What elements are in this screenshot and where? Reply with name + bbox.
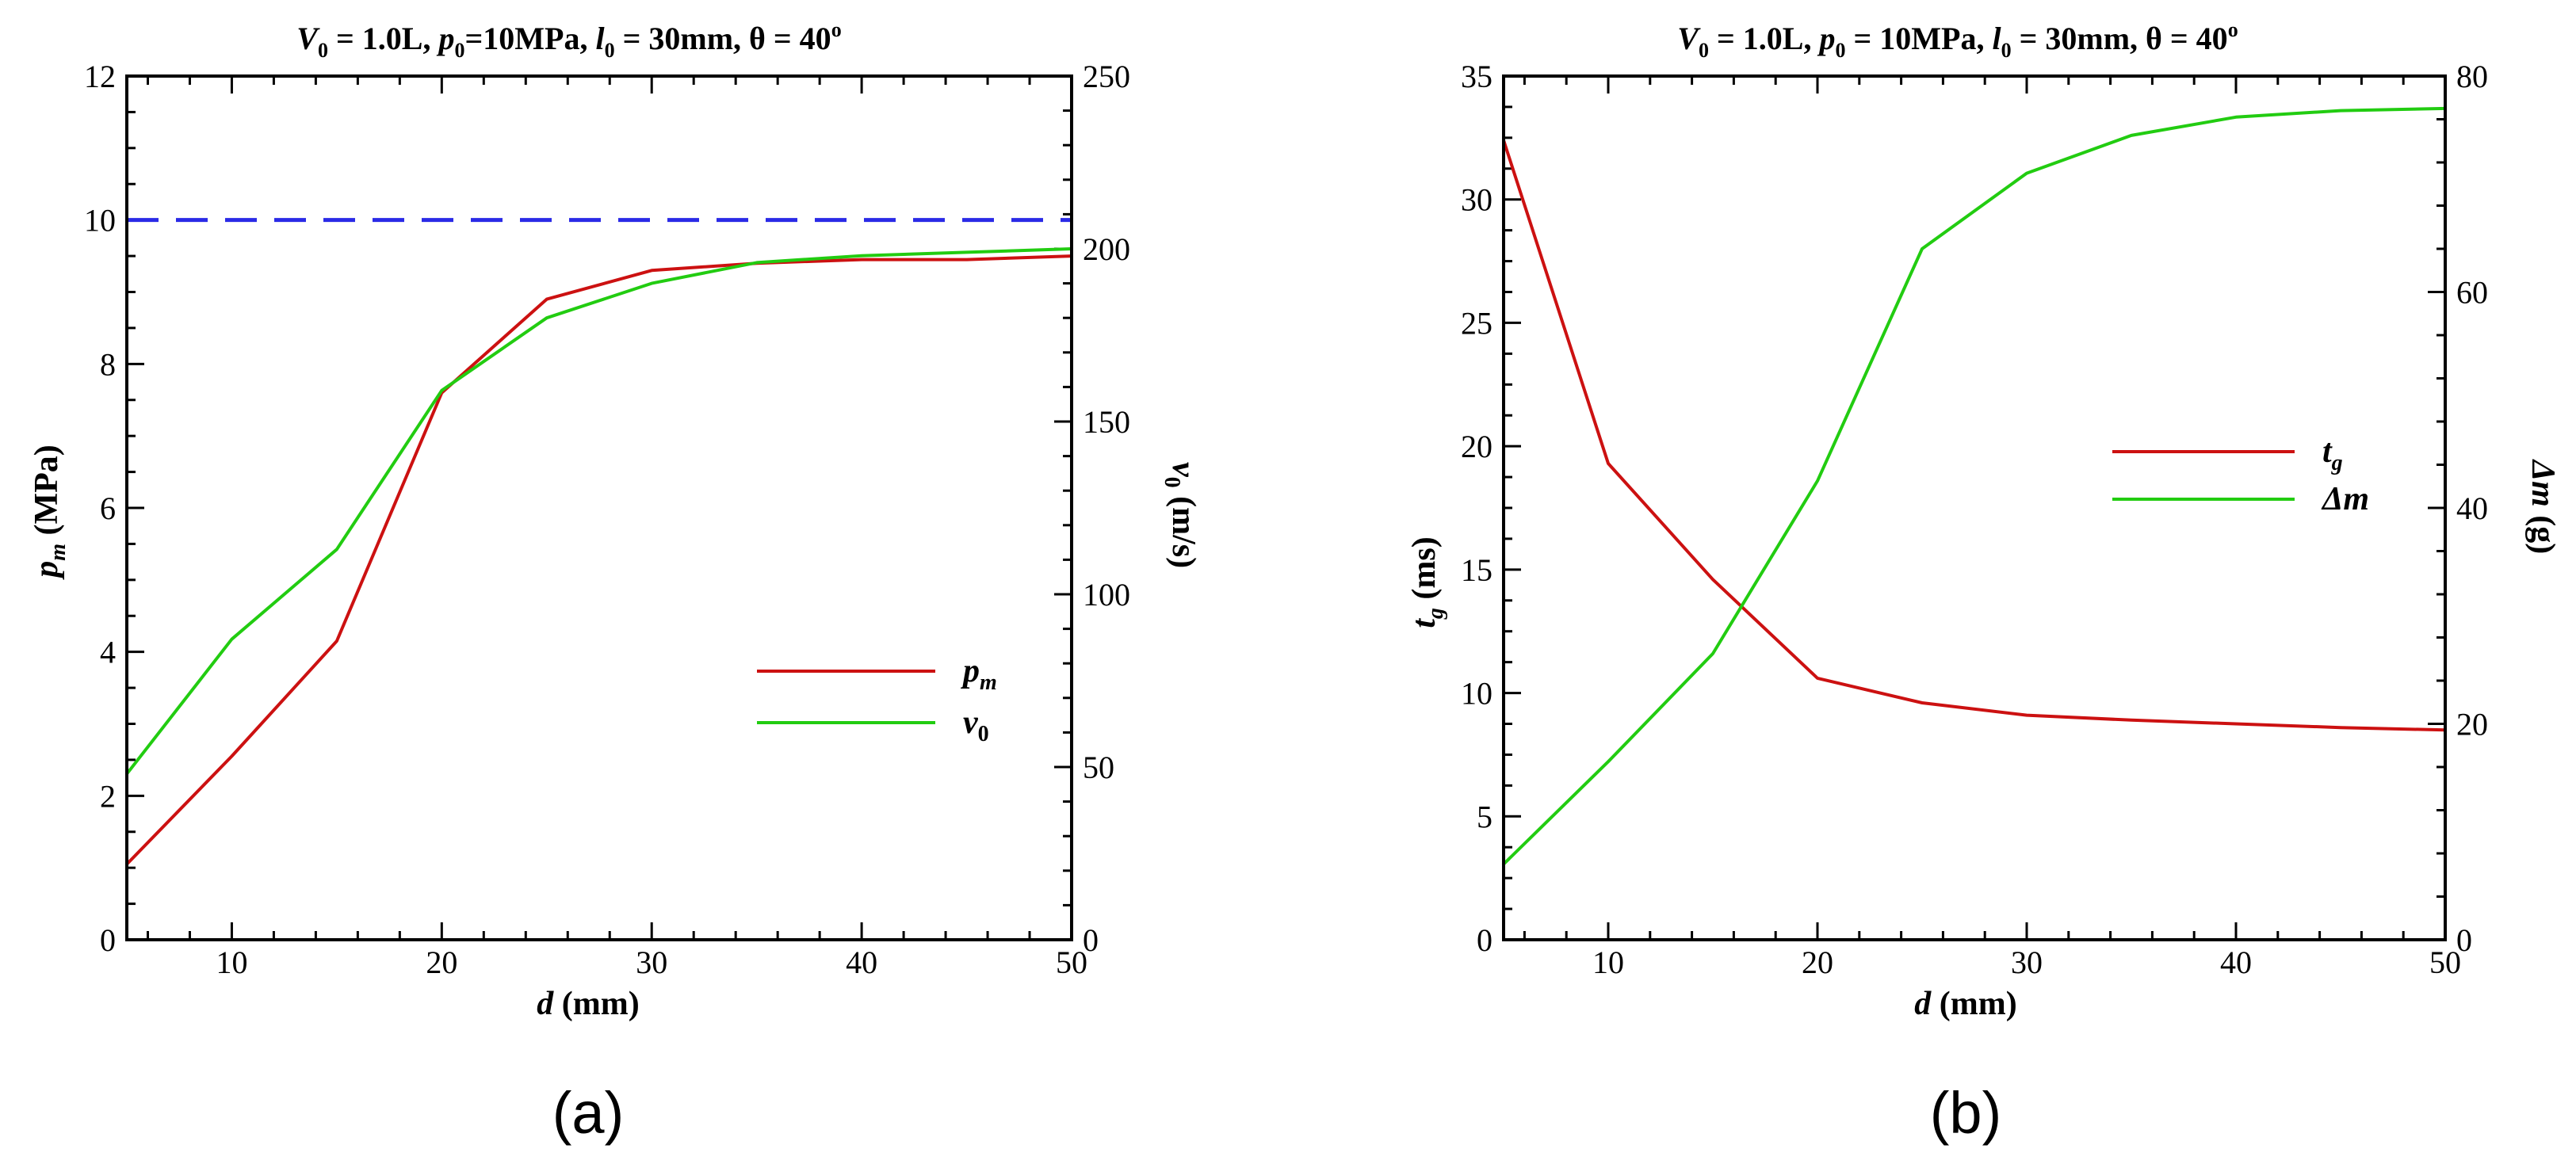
x-tick-label: 30: [636, 945, 667, 980]
x-tick-label: 40: [846, 945, 877, 980]
chart-panel-b: V0 = 1.0L, p0 = 10MPa, l0 = 30mm, θ = 40…: [1406, 18, 2561, 1146]
y-left-tick-label: 12: [84, 59, 116, 94]
y-left-tick-label: 5: [1477, 799, 1492, 834]
y-left-tick-label: 0: [1477, 922, 1492, 958]
y-right-tick-label: 200: [1083, 231, 1130, 267]
y-left-tick-label: 6: [100, 490, 116, 526]
chart-b-plot-frame: [1502, 74, 2447, 941]
y-left-tick-label: 10: [1461, 676, 1492, 712]
chart-b-right-y-axis-title: Δm (g): [2524, 459, 2561, 555]
y-left-tick-label: 0: [100, 922, 116, 958]
y-left-tick-label: 35: [1461, 59, 1492, 94]
y-right-tick-label: 100: [1083, 577, 1130, 613]
series-line-tg: [1502, 139, 2447, 732]
chart-b-left-y-axis-title: tg (ms): [1406, 536, 1448, 628]
y-right-tick-label: 60: [2456, 275, 2488, 311]
chart-a-legend-label-pm: pm: [961, 653, 997, 695]
y-left-tick-label: 25: [1461, 305, 1492, 341]
chart-a-right-y-axis-title: v0 (m/s): [1160, 462, 1202, 568]
y-right-tick-label: 40: [2456, 490, 2488, 526]
chart-b-legend-label-dm: Δm: [2321, 481, 2369, 517]
chart-b-ticks: [1504, 74, 2447, 941]
chart-a-legend: pm v0: [757, 653, 997, 746]
x-tick-label: 20: [1802, 945, 1833, 980]
series-line-pm: [125, 254, 1073, 866]
chart-b-legend: tg Δm: [2112, 433, 2369, 517]
y-left-tick-label: 15: [1461, 552, 1492, 588]
y-right-tick-label: 0: [1083, 922, 1099, 958]
chart-a-x-axis-title: d (mm): [537, 986, 639, 1022]
panel-a-label: (a): [552, 1080, 624, 1146]
y-right-tick-label: 150: [1083, 404, 1130, 440]
x-tick-label: 40: [2220, 945, 2252, 980]
x-tick-label: 50: [1056, 945, 1087, 980]
x-tick-label: 50: [2429, 945, 2461, 980]
y-right-tick-label: 80: [2456, 59, 2488, 94]
x-tick-label: 10: [216, 945, 247, 980]
y-left-tick-label: 30: [1461, 182, 1492, 218]
y-right-tick-label: 250: [1083, 59, 1130, 94]
series-line-v0: [125, 247, 1073, 776]
series-line-Δm: [1502, 106, 2447, 866]
x-tick-label: 10: [1592, 945, 1624, 980]
chart-panel-a: V0 = 1.0L, p0=10MPa, l0 = 30mm, θ = 40o …: [29, 18, 1202, 1146]
y-right-tick-label: 20: [2456, 707, 2488, 742]
x-tick-label: 20: [426, 945, 457, 980]
chart-a-title: V0 = 1.0L, p0=10MPa, l0 = 30mm, θ = 40o: [296, 18, 841, 62]
y-left-tick-label: 20: [1461, 429, 1492, 464]
chart-a-left-y-axis-title: pm (MPa): [29, 445, 71, 580]
y-right-tick-label: 50: [1083, 750, 1114, 785]
chart-b-x-axis-title: d (mm): [1914, 986, 2016, 1022]
chart-b-title: V0 = 1.0L, p0 = 10MPa, l0 = 30mm, θ = 40…: [1677, 18, 2238, 62]
chart-a-series: [125, 218, 1073, 866]
chart-b-legend-label-tg: tg: [2322, 433, 2343, 475]
chart-a-plot-frame: [125, 74, 1073, 941]
y-left-tick-label: 8: [100, 346, 116, 382]
panel-b-label: (b): [1930, 1080, 2001, 1146]
y-left-tick-label: 2: [100, 778, 116, 814]
y-left-tick-label: 4: [100, 635, 116, 670]
chart-a-ticks: [127, 74, 1073, 941]
x-tick-label: 30: [2011, 945, 2043, 980]
chart-a-legend-label-v0: v0: [963, 704, 989, 746]
y-left-tick-label: 10: [84, 203, 116, 239]
y-right-tick-label: 0: [2456, 922, 2472, 958]
chart-b-series: [1502, 106, 2447, 866]
